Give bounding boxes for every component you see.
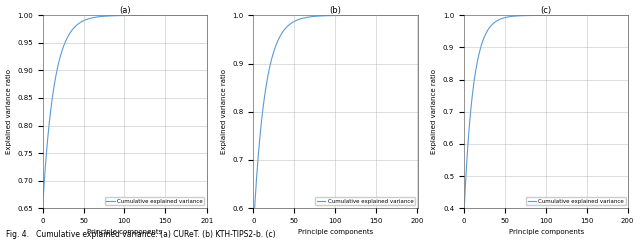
Cumulative explained variance bbox=[137, 14, 145, 17]
Cumulative explained variance bbox=[460, 213, 468, 216]
Legend: Cumulative explained variance: Cumulative explained variance bbox=[105, 197, 204, 205]
Title: (c): (c) bbox=[541, 6, 552, 14]
Y-axis label: Explained variance ratio: Explained variance ratio bbox=[431, 69, 437, 154]
Cumulative explained variance bbox=[339, 14, 346, 17]
Line: Cumulative explained variance: Cumulative explained variance bbox=[43, 15, 207, 208]
Y-axis label: Explained variance ratio: Explained variance ratio bbox=[221, 69, 227, 154]
X-axis label: Principle components: Principle components bbox=[509, 229, 584, 235]
Line: Cumulative explained variance: Cumulative explained variance bbox=[464, 15, 628, 214]
Line: Cumulative explained variance: Cumulative explained variance bbox=[253, 15, 418, 232]
Cumulative explained variance bbox=[173, 14, 181, 17]
Cumulative explained variance bbox=[348, 14, 355, 17]
Cumulative explained variance bbox=[384, 14, 392, 17]
Cumulative explained variance bbox=[199, 14, 207, 17]
Cumulative explained variance bbox=[118, 14, 125, 17]
Cumulative explained variance bbox=[414, 14, 422, 17]
Cumulative explained variance bbox=[204, 14, 211, 17]
X-axis label: Principle components: Principle components bbox=[87, 229, 163, 235]
Cumulative explained variance bbox=[39, 207, 47, 210]
Legend: Cumulative explained variance: Cumulative explained variance bbox=[316, 197, 415, 205]
Y-axis label: Explained variance ratio: Explained variance ratio bbox=[6, 69, 12, 154]
Cumulative explained variance bbox=[549, 14, 557, 17]
Title: (a): (a) bbox=[119, 6, 131, 14]
Cumulative explained variance bbox=[558, 14, 566, 17]
Cumulative explained variance bbox=[595, 14, 603, 17]
Cumulative explained variance bbox=[250, 231, 257, 234]
Text: Fig. 4.   Cumulative explained variance. (a) CUReT. (b) KTH-TIPS2-b. (c): Fig. 4. Cumulative explained variance. (… bbox=[6, 230, 276, 239]
Cumulative explained variance bbox=[538, 14, 546, 17]
Title: (b): (b) bbox=[330, 6, 342, 14]
Cumulative explained variance bbox=[328, 14, 336, 17]
Legend: Cumulative explained variance: Cumulative explained variance bbox=[526, 197, 626, 205]
X-axis label: Principle components: Principle components bbox=[298, 229, 373, 235]
Cumulative explained variance bbox=[117, 14, 125, 17]
Cumulative explained variance bbox=[410, 14, 418, 17]
Cumulative explained variance bbox=[625, 14, 632, 17]
Cumulative explained variance bbox=[328, 14, 335, 17]
Cumulative explained variance bbox=[621, 14, 628, 17]
Cumulative explained variance bbox=[128, 14, 136, 17]
Cumulative explained variance bbox=[540, 14, 547, 17]
